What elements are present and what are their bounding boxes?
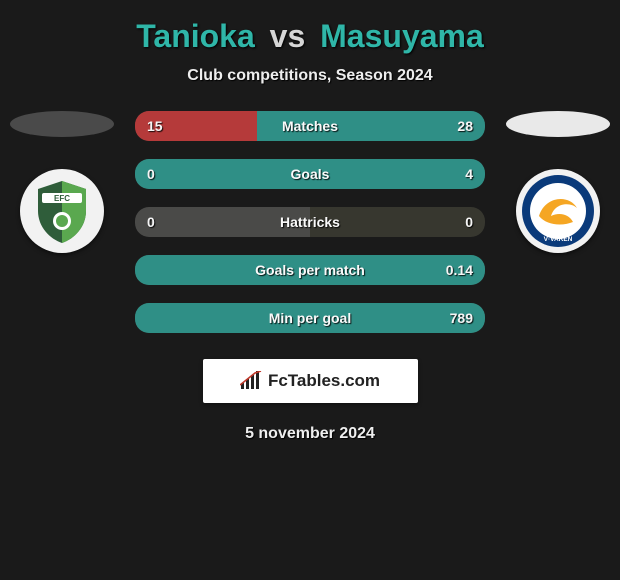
brand-text: FcTables.com [268, 371, 380, 391]
title-right: Masuyama [320, 18, 484, 54]
club-crest-left: EFC [20, 169, 104, 253]
main-row: EFC 15 28 Matches 0 4 Goals 0 0 Hattricks 0.14 Goa… [0, 111, 620, 333]
stat-bars: 15 28 Matches 0 4 Goals 0 0 Hattricks 0.14 Goals p… [135, 111, 485, 333]
stat-row: 0 4 Goals [135, 159, 485, 189]
comparison-infographic: Tanioka vs Masuyama Club competitions, S… [0, 0, 620, 443]
stat-row: 0.14 Goals per match [135, 255, 485, 285]
svg-text:V·VAREN: V·VAREN [544, 236, 573, 243]
stat-row: 0 0 Hattricks [135, 207, 485, 237]
bar-left-value: 0 [147, 214, 155, 230]
bar-right-value: 0.14 [446, 262, 473, 278]
bar-right-value: 4 [465, 166, 473, 182]
bar-right-value: 0 [465, 214, 473, 230]
player-oval-right [506, 111, 610, 137]
bar-label: Hattricks [280, 214, 340, 230]
player-oval-left [10, 111, 114, 137]
shield-icon: EFC [26, 175, 98, 247]
svg-text:EFC: EFC [54, 194, 70, 203]
bar-right-value: 789 [450, 310, 473, 326]
side-right: V·VAREN [503, 111, 613, 253]
stat-row: 15 28 Matches [135, 111, 485, 141]
page-title: Tanioka vs Masuyama [0, 18, 620, 55]
bar-label: Goals per match [255, 262, 365, 278]
date-text: 5 november 2024 [0, 425, 620, 443]
title-vs: vs [270, 18, 306, 54]
bar-right-value: 28 [457, 118, 473, 134]
stat-row: 789 Min per goal [135, 303, 485, 333]
club-crest-right: V·VAREN [516, 169, 600, 253]
brand-box: FcTables.com [203, 359, 418, 403]
bar-chart-icon [240, 371, 262, 391]
bar-left-value: 0 [147, 166, 155, 182]
side-left: EFC [7, 111, 117, 253]
bar-label: Matches [282, 118, 338, 134]
swirl-crest-icon: V·VAREN [519, 172, 597, 250]
bar-left-value: 15 [147, 118, 163, 134]
bar-label: Goals [291, 166, 330, 182]
title-left: Tanioka [136, 18, 255, 54]
subtitle: Club competitions, Season 2024 [0, 67, 620, 85]
bar-label: Min per goal [269, 310, 351, 326]
